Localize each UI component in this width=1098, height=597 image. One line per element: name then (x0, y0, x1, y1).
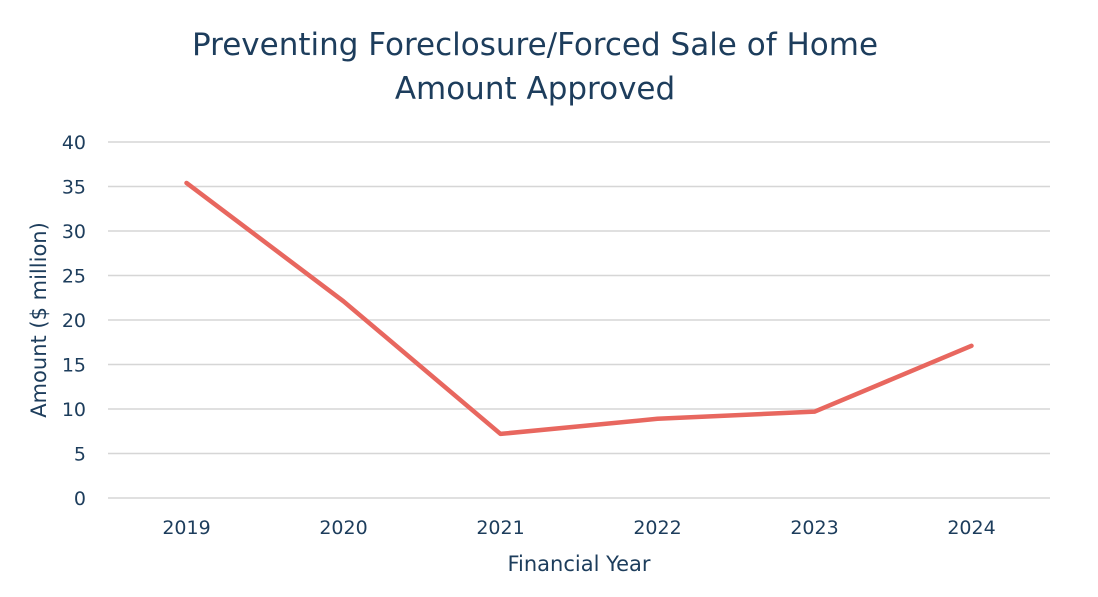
y-tick-label: 5 (74, 444, 86, 466)
x-tick-label: 2021 (476, 517, 524, 539)
y-tick-label: 25 (62, 266, 86, 288)
y-tick-label: 0 (74, 488, 86, 510)
y-axis-title: Amount ($ million) (27, 222, 51, 418)
x-tick-label: 2023 (790, 517, 838, 539)
x-tick-label: 2020 (319, 517, 367, 539)
grid-lines (108, 141, 1050, 499)
series-layer (184, 180, 974, 437)
x-tick-label: 2019 (162, 517, 210, 539)
series-line (184, 180, 974, 437)
x-tick-label: 2022 (633, 517, 681, 539)
y-tick-label: 20 (62, 310, 86, 332)
y-tick-label: 40 (62, 132, 86, 154)
y-tick-label: 35 (62, 177, 86, 199)
y-tick-label: 10 (62, 399, 86, 421)
y-tick-label: 15 (62, 355, 86, 377)
x-axis-title: Financial Year (507, 552, 650, 576)
chart-title-line-2: Amount Approved (394, 71, 676, 107)
x-axis-ticks: 2019 2020 2021 2022 2023 2024 (162, 517, 995, 539)
y-axis-ticks: 0 5 10 15 20 25 30 35 40 (62, 132, 86, 510)
y-tick-label: 30 (62, 221, 86, 243)
x-tick-label: 2024 (947, 517, 995, 539)
chart-title-line-1: Preventing Foreclosure/Forced Sale of Ho… (191, 27, 879, 63)
